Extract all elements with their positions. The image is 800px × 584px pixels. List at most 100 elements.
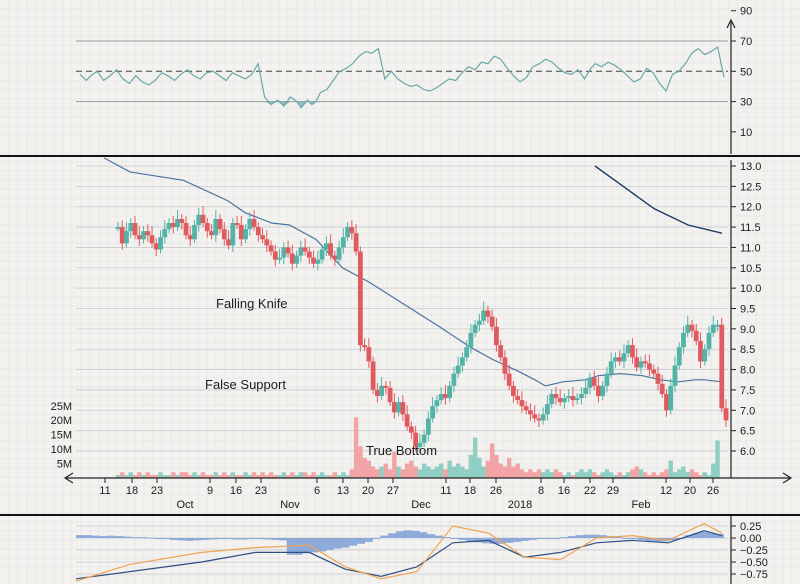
volume-tick-label: 15M	[51, 430, 72, 442]
volume-bar	[689, 469, 695, 478]
price-tick-label: 6.0	[740, 446, 755, 458]
candle-body	[591, 377, 597, 386]
volume-bar	[188, 475, 193, 478]
price-tick-label: 13.0	[740, 161, 761, 173]
volume-bar	[540, 472, 546, 478]
volume-bar	[523, 472, 529, 478]
candle-body	[200, 214, 206, 223]
candle-body	[434, 400, 440, 407]
volume-bar	[464, 469, 469, 478]
macd-histogram-bar	[622, 538, 631, 539]
candle-body	[442, 394, 448, 399]
candle-body	[523, 406, 529, 411]
candle-body	[213, 218, 219, 236]
macd-histogram-bar	[411, 530, 420, 538]
rsi-panel	[76, 10, 736, 154]
candle-body	[417, 442, 423, 447]
volume-bar	[715, 440, 720, 478]
volume-bar	[162, 475, 167, 478]
candle-body	[247, 218, 253, 230]
candle-body	[221, 229, 227, 240]
candle-body	[251, 218, 257, 228]
candle-body	[328, 243, 333, 256]
volume-bar	[711, 463, 716, 478]
candle-body	[196, 214, 202, 226]
candle-body	[128, 223, 134, 232]
candle-body	[311, 257, 316, 264]
macd-histogram-bar	[435, 535, 444, 538]
volume-bar	[200, 472, 206, 478]
volume-bar	[613, 475, 618, 478]
price-tick-label: 8.5	[740, 344, 755, 356]
volume-bar	[256, 475, 261, 478]
macd-histogram-bar	[76, 535, 84, 538]
x-tick-label: 16	[558, 485, 570, 497]
candle-body	[515, 396, 521, 401]
macd-histogram-bar	[466, 538, 475, 542]
volume-bar	[332, 472, 338, 478]
macd-histogram-bar	[372, 538, 381, 539]
x-tick-label: 18	[126, 485, 138, 497]
macd-histogram-bar	[669, 538, 678, 541]
candle-body	[723, 408, 729, 421]
macd-histogram-bar	[138, 537, 147, 539]
candle-body	[447, 385, 453, 399]
x-tick-label: Oct	[176, 499, 193, 511]
x-tick-label: 13	[337, 485, 349, 497]
macd-histogram-bar	[177, 538, 186, 541]
candle-body	[187, 235, 193, 240]
volume-bar	[574, 472, 580, 478]
macd-histogram-bar	[458, 538, 467, 540]
volume-bar	[660, 472, 665, 478]
macd-tick-label: 0.00	[740, 533, 761, 545]
rsi-oversold-fill	[264, 101, 317, 108]
macd-histogram-bar	[692, 533, 701, 538]
volume-bar	[664, 469, 669, 478]
macd-histogram-bar	[239, 538, 248, 540]
candle-body	[340, 237, 346, 248]
candle-body	[583, 387, 589, 394]
candle-body	[638, 361, 644, 368]
volume-bar	[443, 469, 448, 478]
macd-histogram-bar	[263, 538, 272, 540]
candle-body	[613, 357, 618, 362]
macd-histogram-bar	[520, 538, 529, 541]
volume-bar	[213, 472, 218, 478]
volume-bar	[260, 472, 265, 478]
candle-body	[298, 247, 304, 256]
candle-body	[136, 235, 142, 240]
candle-body	[119, 227, 125, 244]
candle-body	[664, 394, 669, 411]
rsi-axis-arrow	[726, 18, 736, 29]
macd-histogram-bar	[294, 538, 303, 555]
volume-bar	[345, 475, 350, 478]
candle-body	[476, 320, 482, 325]
candle-body	[625, 345, 631, 354]
macd-histogram-bar	[349, 538, 358, 546]
volume-bar	[532, 472, 537, 478]
volume-bar	[455, 463, 461, 478]
candle-body	[413, 432, 419, 447]
price-tick-label: 10.5	[740, 263, 761, 275]
volume-bar	[413, 466, 418, 478]
volume-bar	[311, 472, 316, 478]
candle-body	[315, 259, 321, 264]
candle-body	[472, 324, 478, 333]
volume-bar	[404, 463, 410, 478]
volume-bar	[621, 475, 627, 478]
volume-bar	[609, 472, 614, 478]
candle-body	[349, 227, 355, 234]
macd-histogram-bar	[317, 538, 326, 552]
macd-histogram-bar	[356, 538, 365, 544]
candle-body	[179, 218, 185, 223]
price-tick-label: 11.5	[740, 222, 761, 234]
macd-histogram-bar	[185, 538, 194, 541]
candle-body	[494, 326, 499, 346]
macd-line	[75, 530, 723, 580]
macd-histogram-bar	[513, 538, 522, 542]
volume-bar	[596, 475, 601, 478]
volume-bar	[366, 460, 372, 478]
macd-histogram-bar	[333, 538, 342, 549]
candle-body	[468, 332, 474, 348]
macd-histogram-bar	[442, 537, 451, 539]
